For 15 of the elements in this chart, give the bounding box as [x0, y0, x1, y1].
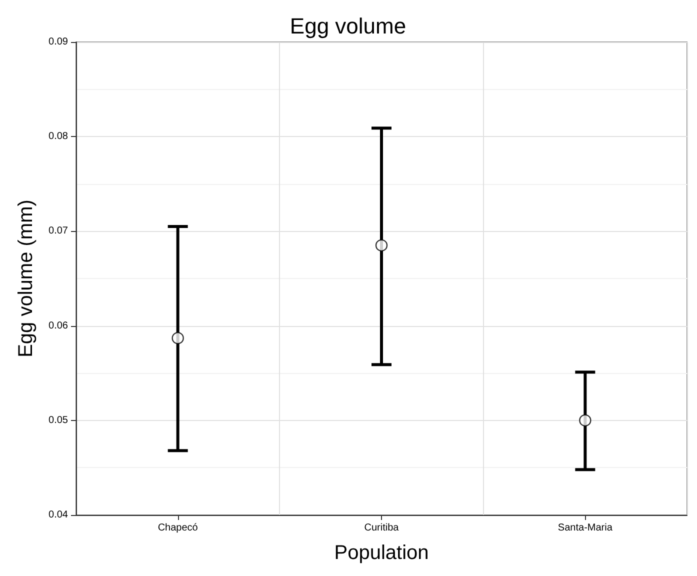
chart-title: Egg volume: [290, 14, 406, 38]
x-tick-label: Curitiba: [364, 522, 400, 534]
y-tick-label: 0.09: [48, 36, 68, 48]
y-tick-label: 0.05: [48, 414, 68, 426]
x-tick-label: Santa-Maria: [558, 522, 613, 534]
point: [172, 332, 184, 344]
y-tick-label: 0.06: [48, 320, 68, 332]
y-tick-label: 0.04: [48, 510, 68, 520]
point: [375, 239, 388, 252]
y-tick-label: 0.08: [48, 131, 68, 142]
x-axis-title: Population: [334, 542, 429, 564]
x-tick-label: Chapecó: [158, 522, 198, 534]
y-tick-label: 0.07: [48, 226, 68, 237]
point: [579, 414, 592, 426]
y-axis-title: Egg volume (mm): [15, 200, 37, 358]
